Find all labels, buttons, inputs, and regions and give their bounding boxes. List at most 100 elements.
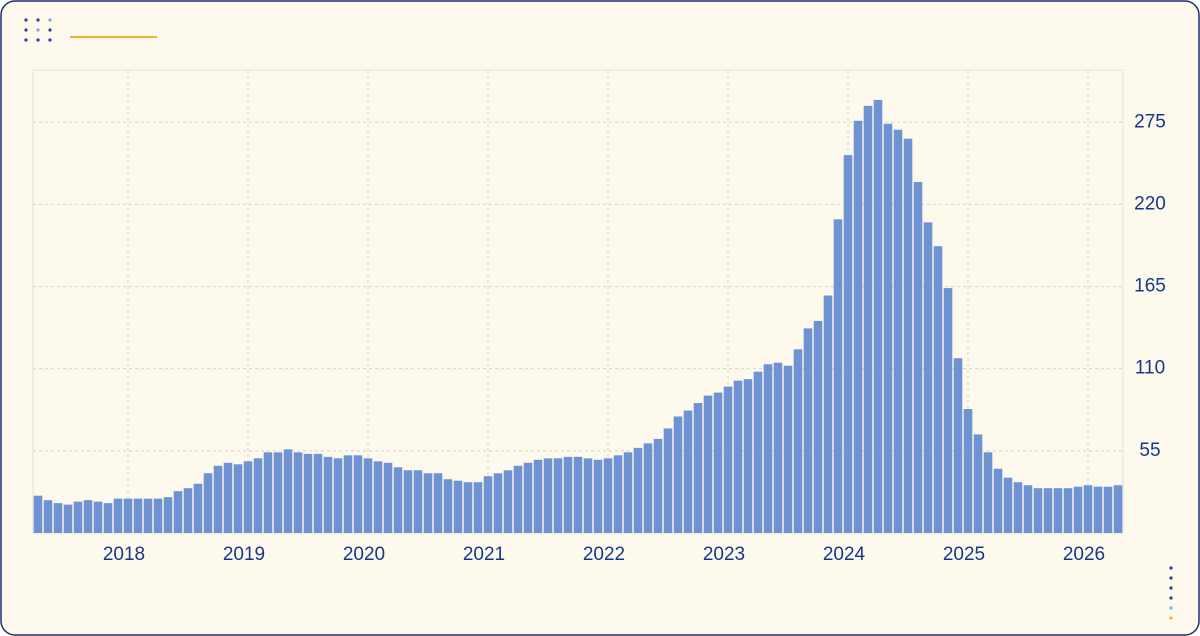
bar [873, 99, 883, 533]
bar [833, 219, 843, 533]
bar [743, 379, 753, 533]
bar [953, 358, 963, 533]
bar [103, 503, 113, 533]
bar [283, 449, 293, 533]
bar [153, 498, 163, 533]
bar [693, 403, 703, 533]
bar [823, 295, 833, 533]
bar [423, 473, 433, 533]
bar [343, 455, 353, 533]
y-tick-label: 110 [1135, 358, 1165, 379]
bar [533, 459, 543, 533]
bar [373, 461, 383, 533]
bar [1013, 482, 1023, 533]
bar [453, 480, 463, 533]
bar [863, 105, 873, 534]
bar [463, 482, 473, 533]
bar [973, 434, 983, 533]
bar [683, 410, 693, 533]
bar [983, 452, 993, 533]
bar [193, 483, 203, 533]
bar [293, 452, 303, 533]
side-dots [1169, 566, 1173, 620]
bar [333, 458, 343, 533]
bar [383, 462, 393, 533]
bar [813, 320, 823, 533]
bar [913, 182, 923, 534]
bar [943, 288, 953, 533]
bar [303, 453, 313, 533]
bar [673, 416, 683, 533]
bar [723, 386, 733, 533]
bar [763, 364, 773, 533]
bar [443, 479, 453, 533]
x-tick-label: 2019 [223, 544, 265, 565]
bar [783, 365, 793, 533]
bar [43, 500, 53, 533]
bar [633, 447, 643, 533]
bar [903, 138, 913, 533]
y-tick-label: 220 [1134, 193, 1166, 214]
bar [1063, 488, 1073, 533]
bar [393, 467, 403, 533]
bar [53, 503, 63, 533]
bar [123, 498, 133, 533]
bar [1043, 488, 1053, 533]
bar [643, 443, 653, 533]
bar [733, 380, 743, 533]
bar [553, 458, 563, 533]
bar [213, 465, 223, 533]
bar [493, 473, 503, 533]
bar [563, 456, 573, 533]
bar [113, 498, 123, 533]
bar [583, 458, 593, 533]
x-tick-label: 2023 [703, 544, 745, 565]
bar [183, 488, 193, 533]
bar [1093, 486, 1103, 533]
x-tick-label: 2022 [583, 544, 625, 565]
bar [1073, 486, 1083, 533]
bar [433, 473, 443, 533]
x-tick-label: 2020 [343, 544, 385, 565]
bar [573, 456, 583, 533]
bar [513, 465, 523, 533]
bar [33, 495, 43, 533]
bar [473, 482, 483, 533]
bar [593, 459, 603, 533]
bar [273, 452, 283, 533]
x-tick-label: 2025 [943, 544, 985, 565]
bar [243, 461, 253, 533]
bar [163, 497, 173, 533]
bar [923, 222, 933, 534]
bar [173, 491, 183, 533]
dots-decoration [24, 18, 52, 42]
bar [73, 501, 83, 533]
bar [963, 409, 973, 533]
bar [523, 462, 533, 533]
bar [1023, 485, 1033, 533]
bar [613, 455, 623, 533]
bar [893, 129, 903, 533]
bar [233, 464, 243, 533]
bar [203, 473, 213, 533]
bar [543, 458, 553, 533]
bar [1113, 485, 1123, 533]
bar [933, 246, 943, 533]
bar [263, 452, 273, 533]
bar [1053, 488, 1063, 533]
bar [603, 458, 613, 533]
bar [1083, 485, 1093, 533]
bar [223, 462, 233, 533]
bar [143, 498, 153, 533]
bar [793, 349, 803, 533]
bar [653, 438, 663, 533]
bar [1103, 486, 1113, 533]
bar [483, 476, 493, 533]
y-tick-label: 165 [1134, 276, 1166, 297]
bar [323, 456, 333, 533]
x-tick-label: 2018 [103, 544, 145, 565]
bar [993, 468, 1003, 533]
bar [623, 452, 633, 533]
